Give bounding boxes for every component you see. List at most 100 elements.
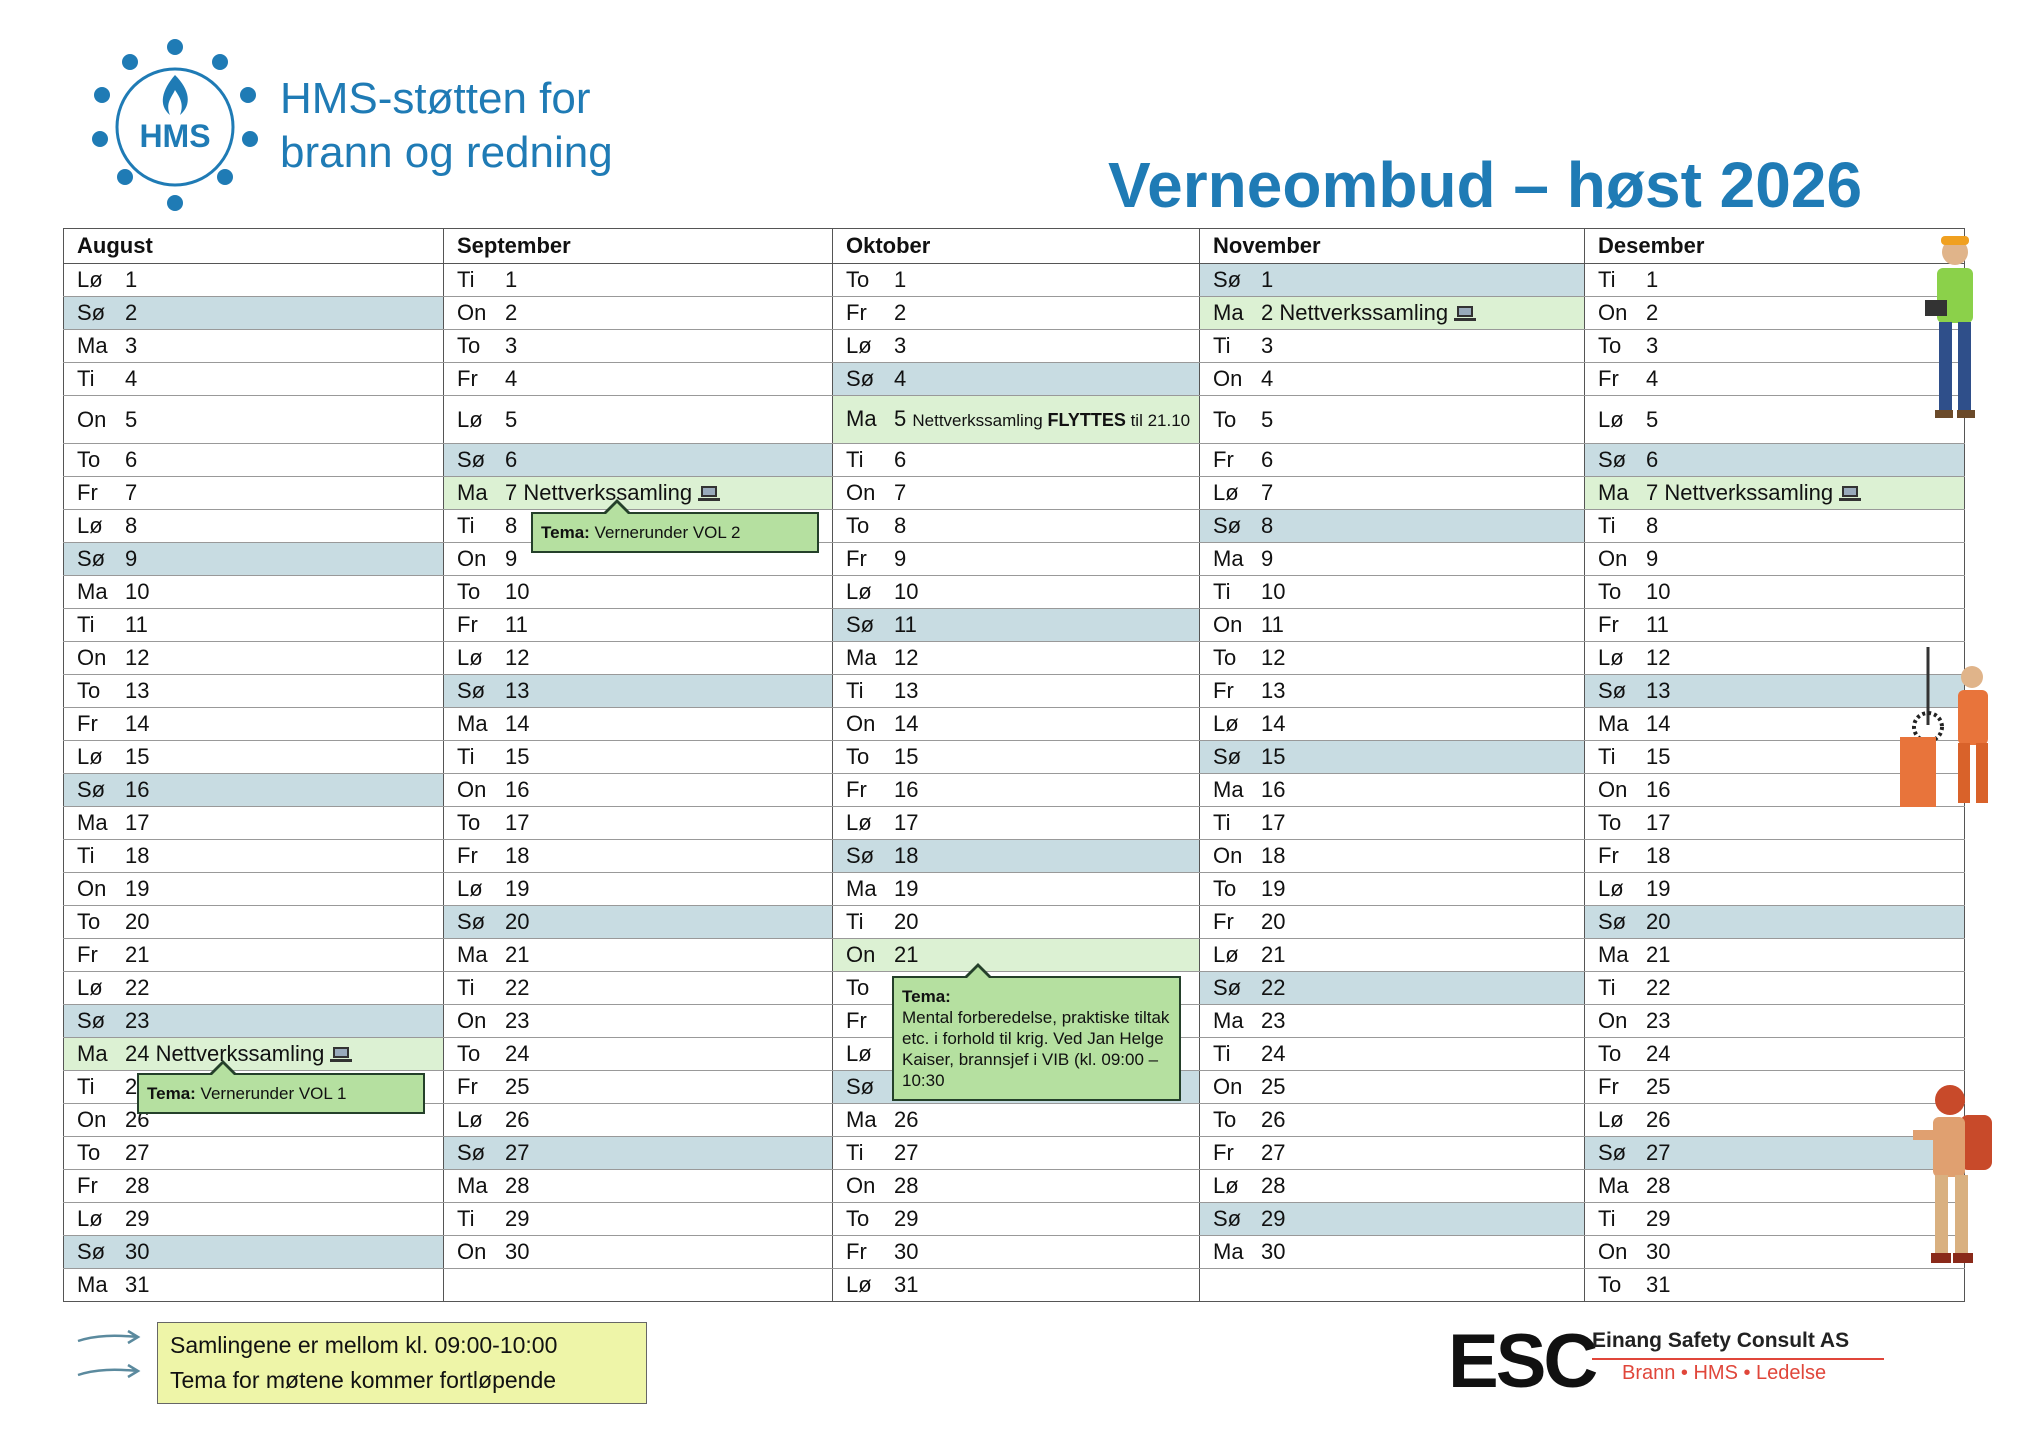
day-number: 23 [125, 1008, 150, 1033]
weekday: Sø [457, 678, 486, 703]
weekday: Ti [1213, 579, 1231, 604]
day-cell: Sø 11 [832, 608, 1200, 642]
weekday: Ma [77, 1272, 108, 1297]
day-number: 21 [1261, 942, 1286, 967]
weekday: Sø [457, 909, 486, 934]
day-number: 20 [125, 909, 150, 934]
day-number: 30 [1261, 1239, 1286, 1264]
day-cell: To 15 [832, 740, 1200, 774]
weekday: Sø [846, 366, 875, 391]
weekday: Lø [77, 1206, 103, 1231]
day-row: Lø 15 Ti 15 To 15 Sø 15 Ti 15 [63, 740, 1965, 774]
day-cell: Sø 27 [443, 1136, 833, 1170]
day-row: Fr 7 Ma 7 Nettverkssamling Tema: Vernerunder… [63, 476, 1965, 553]
day-number: 27 [505, 1140, 530, 1165]
day-number: 28 [505, 1173, 530, 1198]
day-number: 27 [1646, 1140, 1671, 1165]
day-cell: Sø 29 [1199, 1202, 1585, 1236]
day-cell: To 27 [63, 1136, 444, 1170]
day-number: 31 [1646, 1272, 1671, 1297]
day-row: Ma 31 Lø 31 To 31 [63, 1268, 1965, 1302]
day-row: To 6 Sø 6 Ti 6 Fr 6 Sø 6 [63, 443, 1965, 477]
day-number: 23 [505, 1008, 530, 1033]
day-cell: Sø 16 [63, 773, 444, 807]
footer-arrows [77, 1329, 141, 1379]
day-cell: Ti 1 [1584, 263, 1965, 297]
weekday: Ma [77, 333, 108, 358]
day-number: 11 [505, 612, 528, 637]
weekday: Sø [77, 1239, 106, 1264]
day-number: 30 [894, 1239, 919, 1264]
day-number: 21 [894, 942, 919, 967]
day-number: 6 [1261, 447, 1274, 472]
laptop-icon [698, 486, 721, 502]
day-cell: Ma 24 Nettverkssamling Tema: Vernerunder V… [63, 1037, 444, 1114]
weekday: Ti [846, 447, 864, 472]
day-number: 1 [894, 267, 907, 292]
day-number: 29 [125, 1206, 150, 1231]
weekday: Ma [77, 810, 108, 835]
day-cell: To 17 [443, 806, 833, 840]
note-text: Nettverkssamling [1279, 300, 1449, 325]
day-cell: Lø 14 [1199, 707, 1585, 741]
day-cell: Fr 4 [1584, 362, 1965, 396]
day-cell: Ma 19 [832, 872, 1200, 906]
day-cell: Ti 22 [443, 971, 833, 1005]
day-cell: Ma 10 [63, 575, 444, 609]
weekday: To [1213, 876, 1237, 901]
weekday: To [846, 267, 870, 292]
day-cell: To 31 [1584, 1268, 1965, 1302]
weekday: Lø [1213, 480, 1239, 505]
day-row: Ma 17 To 17 Lø 17 Ti 17 To 17 [63, 806, 1965, 840]
day-cell: On 28 [832, 1169, 1200, 1203]
day-cell: Ma 5 Nettverkssamling FLYTTES til 21.10 [832, 395, 1200, 444]
weekday: Ti [846, 1140, 864, 1165]
calendar-table: August September Oktober November Desember L… [63, 228, 1965, 1302]
day-row: Ti 4 Fr 4 Sø 4 On 4 Fr 4 [63, 362, 1965, 396]
weekday: Ma [1598, 1173, 1629, 1198]
day-number: 11 [125, 612, 148, 637]
day-number: 12 [505, 645, 530, 670]
weekday: To [457, 1041, 481, 1066]
day-number: 4 [1646, 366, 1659, 391]
day-number: 5 [1261, 406, 1274, 432]
day-cell: Ti 20 [832, 905, 1200, 939]
day-number: 26 [505, 1107, 530, 1132]
day-cell: Sø 30 [63, 1235, 444, 1269]
day-cell: On 2 [443, 296, 833, 330]
weekday: On [77, 406, 107, 432]
day-cell: Ma 3 [63, 329, 444, 363]
day-cell: On 25 [1199, 1070, 1585, 1104]
weekday: Lø [1598, 1107, 1624, 1132]
weekday: To [77, 678, 101, 703]
weekday: Fr [846, 1008, 867, 1033]
weekday: Ti [77, 366, 95, 391]
weekday: To [1213, 406, 1237, 432]
weekday: Ti [1598, 267, 1616, 292]
day-cell: On 2 [1584, 296, 1965, 330]
day-cell: Fr 13 [1199, 674, 1585, 708]
day-number: 16 [894, 777, 919, 802]
weekday: Ti [457, 513, 475, 538]
day-number: 23 [1646, 1008, 1671, 1033]
day-number: 6 [894, 447, 907, 472]
day-number: 8 [1261, 513, 1274, 538]
footer-note: Samlingene er mellom kl. 09:00-10:00 Tem… [157, 1322, 647, 1404]
day-number: 9 [125, 546, 138, 571]
logo-mark-text: HMS [139, 118, 210, 154]
weekday: Fr [1213, 1140, 1234, 1165]
day-cell: Sø 23 [63, 1004, 444, 1038]
weekday: Sø [77, 300, 106, 325]
weekday: To [77, 447, 101, 472]
day-cell: Fr 25 [443, 1070, 833, 1104]
day-cell: On 9 [1584, 542, 1965, 576]
note-emphasis: FLYTTES [1047, 409, 1126, 430]
weekday: Ti [457, 1206, 475, 1231]
weekday: On [1598, 300, 1628, 325]
day-number: 21 [125, 942, 150, 967]
weekday: Ma [77, 1041, 108, 1066]
day-cell: Lø 19 [443, 872, 833, 906]
day-row: Fr 21 Ma 21 On 21 Tema: Mental forberedelse, pr… [63, 938, 1965, 1101]
weekday: To [846, 513, 870, 538]
day-cell: Sø 8 [1199, 509, 1585, 543]
